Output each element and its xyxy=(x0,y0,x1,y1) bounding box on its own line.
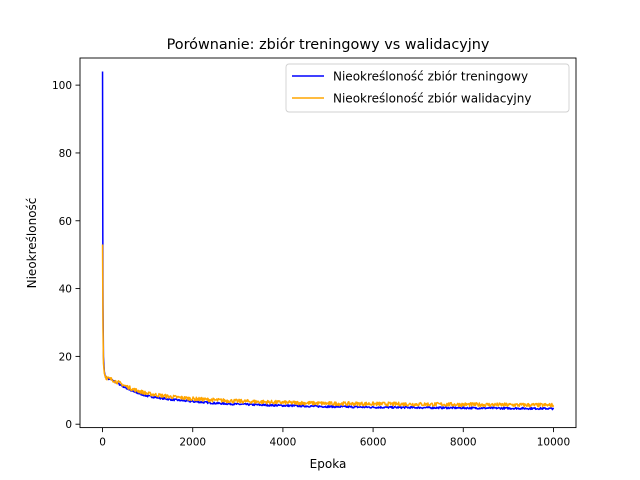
y-tick-label: 100 xyxy=(52,80,72,92)
y-tick-label: 0 xyxy=(65,419,72,431)
plot-frame xyxy=(79,57,577,429)
x-tick-label: 6000 xyxy=(360,437,387,449)
y-axis-label: Nieokreśloność xyxy=(25,198,39,289)
y-axis-ticks: 0 20 40 60 80 100 xyxy=(52,80,80,431)
series-layer xyxy=(101,71,555,411)
x-tick-label: 2000 xyxy=(179,437,206,449)
plot-area xyxy=(101,71,555,411)
x-axis-ticks: 0 2000 4000 6000 8000 10000 xyxy=(99,427,570,449)
legend: Nieokreśloność zbiór treningowy Nieokreś… xyxy=(285,63,570,113)
y-tick-label: 20 xyxy=(59,351,72,363)
y-tick-label: 80 xyxy=(59,148,72,160)
y-tick-label: 60 xyxy=(59,216,72,228)
legend-box xyxy=(285,63,570,113)
chart-title: Porównanie: zbiór treningowy vs walidacy… xyxy=(167,37,490,53)
series-line-validation xyxy=(101,244,555,408)
x-tick-label: 8000 xyxy=(450,437,477,449)
x-tick-label: 10000 xyxy=(537,437,570,449)
legend-label-training: Nieokreśloność zbiór treningowy xyxy=(333,70,528,84)
x-tick-label: 4000 xyxy=(270,437,297,449)
legend-label-validation: Nieokreśloność zbiór walidacyjny xyxy=(333,92,531,106)
y-tick-label: 40 xyxy=(59,284,72,296)
x-axis-label: Epoka xyxy=(310,457,347,471)
x-tick-label: 0 xyxy=(99,437,106,449)
